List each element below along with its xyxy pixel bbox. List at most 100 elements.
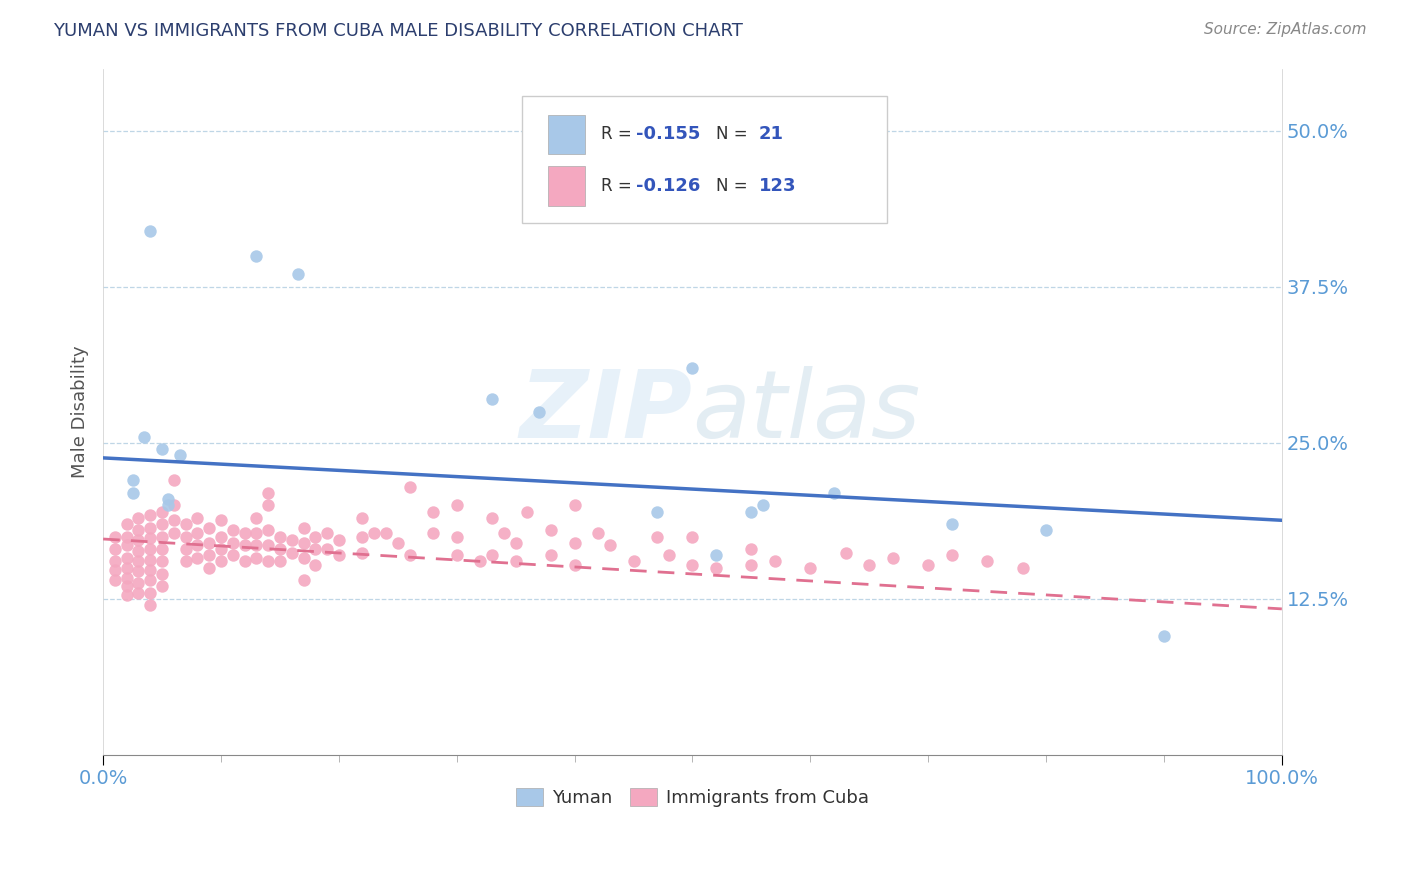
Point [150,554,173,568]
Point [104,573,127,587]
Point [316,525,339,540]
FancyBboxPatch shape [547,166,585,206]
Point [156,498,179,512]
Point [222,523,245,537]
Point [104,554,127,568]
Point [156,491,179,506]
Text: YUMAN VS IMMIGRANTS FROM CUBA MALE DISABILITY CORRELATION CHART: YUMAN VS IMMIGRANTS FROM CUBA MALE DISAB… [53,22,744,40]
Point [139,531,162,545]
Point [280,533,302,548]
Point [233,525,256,540]
Point [139,541,162,556]
Point [1011,560,1033,574]
Point [398,548,420,562]
Point [398,480,420,494]
Text: -0.126: -0.126 [636,177,700,194]
Point [481,392,503,407]
Point [387,535,409,549]
Point [422,504,444,518]
FancyBboxPatch shape [547,114,585,154]
Point [121,485,143,500]
Point [304,558,326,573]
Point [245,510,267,524]
Point [292,550,315,565]
Point [115,571,138,585]
Point [763,554,786,568]
Point [209,513,232,527]
Text: Source: ZipAtlas.com: Source: ZipAtlas.com [1204,22,1367,37]
Point [682,558,704,573]
Point [186,538,208,552]
Point [115,529,138,543]
Point [198,535,221,549]
Point [198,560,221,574]
Text: N =: N = [716,126,754,144]
Point [169,449,191,463]
Point [505,535,527,549]
Point [492,525,515,540]
Point [740,541,762,556]
Point [174,541,197,556]
Point [422,525,444,540]
Point [280,546,302,560]
Point [127,565,149,579]
Point [623,554,645,568]
Point [835,546,858,560]
Point [540,548,562,562]
Point [740,558,762,573]
Point [740,504,762,518]
Point [163,474,186,488]
Point [209,541,232,556]
Point [115,516,138,531]
Y-axis label: Male Disability: Male Disability [72,345,89,478]
Point [150,442,173,457]
Point [352,510,374,524]
Point [858,558,880,573]
Text: N =: N = [716,177,754,194]
Point [121,474,143,488]
Text: -0.155: -0.155 [636,126,700,144]
Point [127,523,149,537]
Point [941,516,963,531]
Point [163,498,186,512]
Point [586,525,609,540]
Point [209,554,232,568]
Point [139,585,162,599]
Point [150,529,173,543]
Point [115,550,138,565]
Point [882,550,904,565]
Point [269,541,291,556]
Text: R =: R = [600,177,637,194]
Point [645,529,668,543]
Point [245,525,267,540]
Point [245,249,267,263]
Point [304,529,326,543]
Point [287,268,309,282]
Point [115,560,138,574]
Text: atlas: atlas [693,367,921,458]
Point [752,498,775,512]
Point [1035,523,1057,537]
Point [470,554,492,568]
Point [150,516,173,531]
Point [257,538,280,552]
Point [174,516,197,531]
Point [682,529,704,543]
Point [352,546,374,560]
Point [139,224,162,238]
Point [150,504,173,518]
Point [328,548,350,562]
Point [363,525,385,540]
Point [115,579,138,593]
Point [658,548,681,562]
Point [316,541,339,556]
Legend: Yuman, Immigrants from Cuba: Yuman, Immigrants from Cuba [509,780,876,814]
Point [257,554,280,568]
Point [599,538,621,552]
Point [150,566,173,581]
Point [127,544,149,558]
Point [222,535,245,549]
Point [976,554,998,568]
Point [917,558,939,573]
Point [198,521,221,535]
